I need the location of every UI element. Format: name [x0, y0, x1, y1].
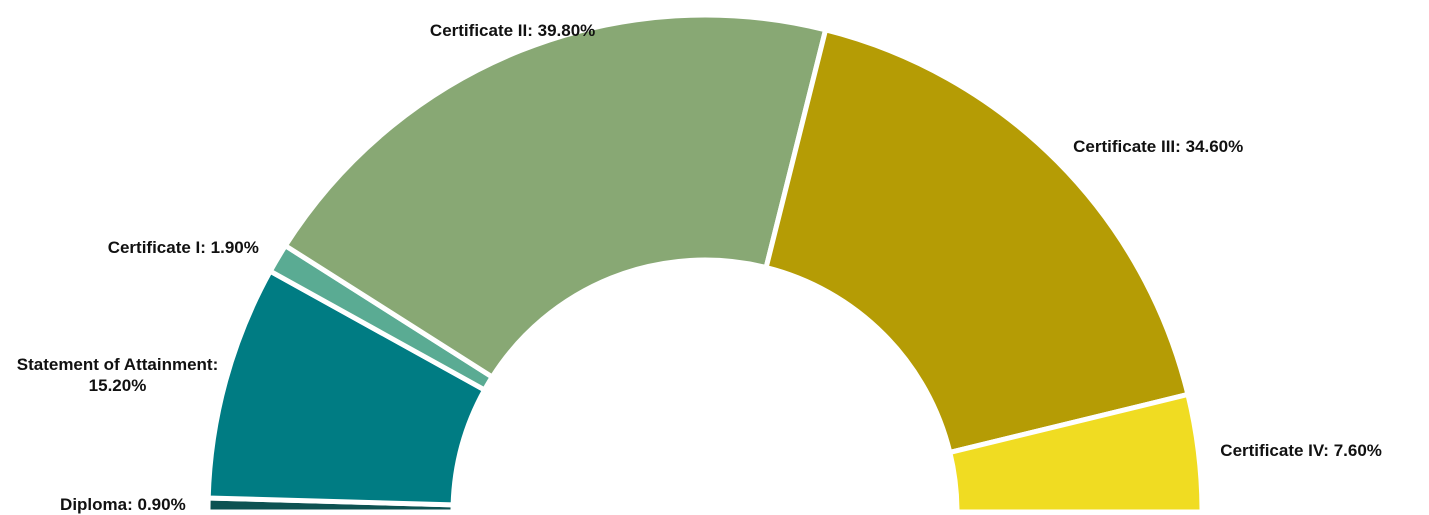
data-label: Diploma0.90%: [60, 494, 186, 515]
pie-segment: [947, 391, 1205, 515]
pie-segment: [282, 12, 829, 380]
data-label: Certificate I1.90%: [108, 237, 259, 258]
data-label: Statement of Attainment 15.20%: [0, 354, 235, 396]
label-category: Certificate II: [430, 21, 538, 40]
label-category: Certificate III: [1073, 137, 1185, 156]
label-category: Certificate IV: [1220, 441, 1333, 460]
label-category: Statement of Attainment: [17, 355, 219, 374]
label-value: 7.60%: [1333, 440, 1382, 460]
label-value: 1.90%: [210, 237, 259, 257]
label-value: 39.80%: [537, 20, 596, 40]
label-value: 0.90%: [137, 495, 186, 515]
data-label: Certificate II39.80%: [430, 20, 595, 41]
data-label: Certificate III34.60%: [1073, 136, 1243, 157]
label-value: 34.60%: [1185, 136, 1244, 156]
label-value: 15.20%: [88, 376, 147, 396]
label-category: Diploma: [60, 495, 137, 514]
label-category: Certificate I: [108, 238, 211, 257]
data-label: Certificate IV7.60%: [1220, 440, 1382, 461]
pie-segment: [763, 27, 1191, 455]
